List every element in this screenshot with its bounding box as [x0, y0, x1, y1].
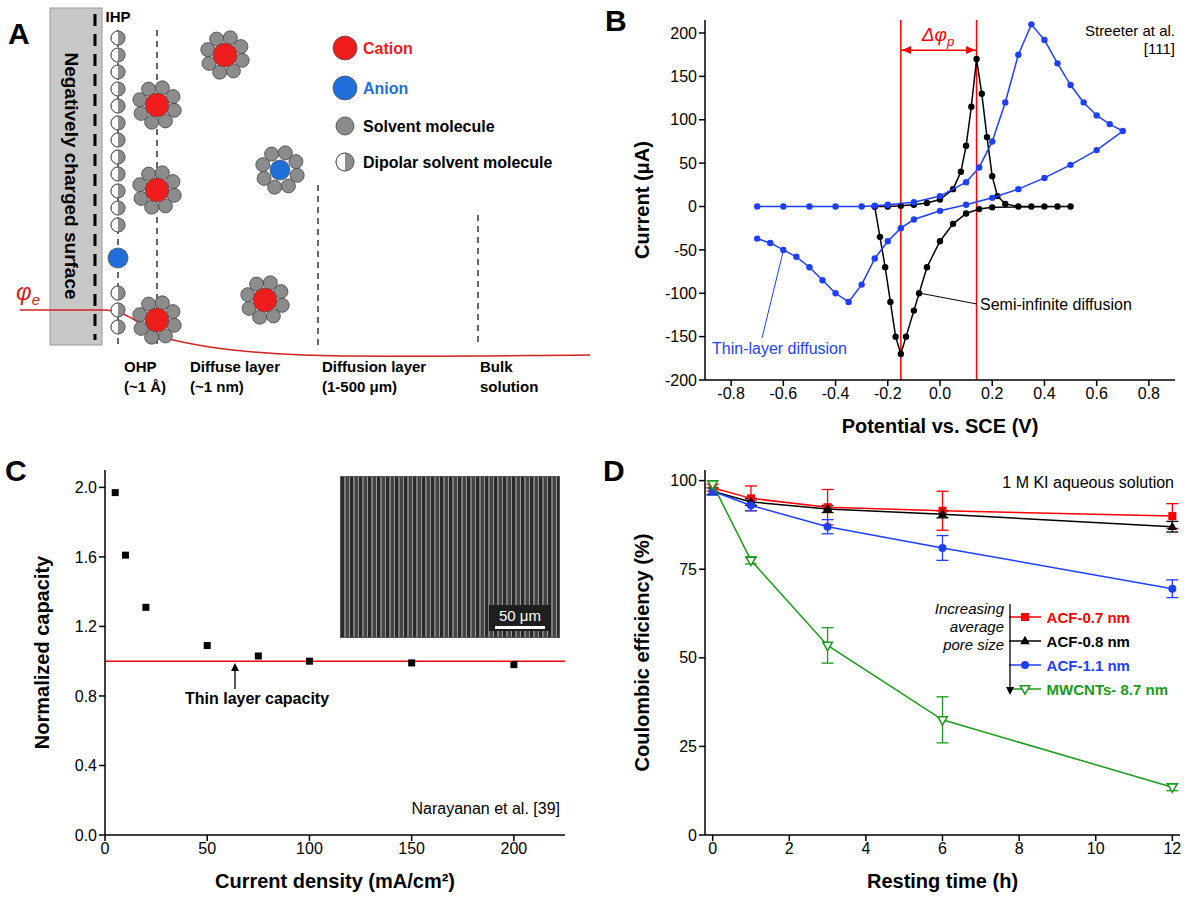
html-text:1 M KI aqueous solution: 1 M KI aqueous solution	[1002, 474, 1174, 491]
svg-text:1.2: 1.2	[75, 618, 97, 635]
svg-text:2: 2	[785, 840, 794, 857]
svg-text:Anion: Anion	[363, 80, 408, 97]
svg-text:IHP: IHP	[105, 8, 130, 25]
svg-text:0: 0	[101, 840, 110, 857]
svg-text:φe: φe	[16, 278, 40, 308]
svg-text:Current density (mA/cm²): Current density (mA/cm²)	[215, 870, 455, 892]
svg-text:Normalized capacity: Normalized capacity	[31, 555, 53, 749]
html-text:MWCNTs- 8.7 nm: MWCNTs- 8.7 nm	[1046, 680, 1168, 698]
svg-text:Dipolar solvent molecule: Dipolar solvent molecule	[363, 154, 552, 171]
svg-text:100: 100	[670, 472, 697, 489]
html-text:Semi-infinite diffusion: Semi-infinite diffusion	[980, 296, 1132, 313]
svg-text:10: 10	[1087, 840, 1105, 857]
svg-text:-50: -50	[674, 242, 697, 259]
svg-text:1.6: 1.6	[75, 549, 97, 566]
svg-text:8: 8	[1015, 840, 1024, 857]
svg-text:Bulksolution: Bulksolution	[480, 358, 538, 395]
html-text:Streeter at al. [111]: Streeter at al. [111]	[1085, 22, 1175, 57]
html-text:50 μm: 50 μm	[499, 607, 541, 624]
html-text:ACF-0.7 nm: ACF-0.7 nm	[1046, 608, 1130, 626]
svg-text:25: 25	[679, 738, 697, 755]
html-text:Narayanan et al. [39]: Narayanan et al. [39]	[411, 800, 560, 817]
svg-text:0: 0	[688, 198, 697, 215]
svg-text:50: 50	[679, 155, 697, 172]
svg-text:4: 4	[861, 840, 870, 857]
svg-text:200: 200	[670, 25, 697, 42]
svg-text:2.0: 2.0	[75, 479, 97, 496]
html-text:Increasing average pore size: Increasing average pore size	[934, 600, 1004, 653]
html-text:Thin-layer diffusion: Thin-layer diffusion	[712, 340, 847, 357]
svg-text:Current (μA): Current (μA)	[631, 141, 653, 259]
svg-text:0.0: 0.0	[929, 385, 951, 402]
svg-text:Solvent molecule: Solvent molecule	[363, 118, 495, 135]
html-text:Thin layer capacity: Thin layer capacity	[185, 690, 330, 707]
svg-text:Coulombic efficiency (%): Coulombic efficiency (%)	[631, 534, 653, 772]
svg-text:0.8: 0.8	[1138, 385, 1160, 402]
svg-text:-0.8: -0.8	[717, 385, 745, 402]
html-text:A: A	[8, 17, 30, 50]
svg-text:100: 100	[296, 840, 323, 857]
svg-text:-150: -150	[665, 328, 697, 345]
svg-text:Diffusion layer(1-500 μm): Diffusion layer(1-500 μm)	[322, 358, 426, 395]
svg-text:Negatively charged surface: Negatively charged surface	[61, 52, 82, 299]
html-text:ACF-1.1 nm: ACF-1.1 nm	[1046, 656, 1130, 674]
svg-text:-0.4: -0.4	[822, 385, 850, 402]
html-text:D: D	[603, 454, 625, 487]
html-text:B: B	[605, 4, 627, 37]
html-text:Δφp: Δφp	[921, 24, 955, 49]
svg-text:200: 200	[501, 840, 528, 857]
svg-text:-0.2: -0.2	[874, 385, 902, 402]
svg-text:12: 12	[1163, 840, 1181, 857]
svg-text:OHP(~1 Å): OHP(~1 Å)	[124, 358, 166, 395]
svg-text:0: 0	[708, 840, 717, 857]
svg-text:Cation: Cation	[363, 40, 413, 57]
html-text:ACF-0.8 nm: ACF-0.8 nm	[1046, 632, 1130, 650]
svg-text:6: 6	[938, 840, 947, 857]
svg-text:50: 50	[198, 840, 216, 857]
svg-text:-200: -200	[665, 372, 697, 389]
svg-text:-0.6: -0.6	[770, 385, 798, 402]
svg-text:0.0: 0.0	[75, 827, 97, 844]
svg-text:Diffuse layer(~1 nm): Diffuse layer(~1 nm)	[190, 358, 280, 395]
svg-text:0.2: 0.2	[981, 385, 1003, 402]
svg-text:100: 100	[670, 111, 697, 128]
svg-text:50: 50	[679, 649, 697, 666]
svg-text:0: 0	[688, 827, 697, 844]
html-text:C: C	[5, 454, 27, 487]
svg-text:0.6: 0.6	[1086, 385, 1108, 402]
svg-text:Potential vs. SCE (V): Potential vs. SCE (V)	[842, 415, 1039, 437]
svg-text:0.8: 0.8	[75, 688, 97, 705]
svg-text:0.4: 0.4	[1033, 385, 1055, 402]
svg-text:-100: -100	[665, 285, 697, 302]
svg-text:Resting time (h): Resting time (h)	[867, 870, 1018, 892]
svg-text:75: 75	[679, 561, 697, 578]
svg-text:150: 150	[670, 68, 697, 85]
svg-text:150: 150	[398, 840, 425, 857]
svg-text:0.4: 0.4	[75, 757, 97, 774]
